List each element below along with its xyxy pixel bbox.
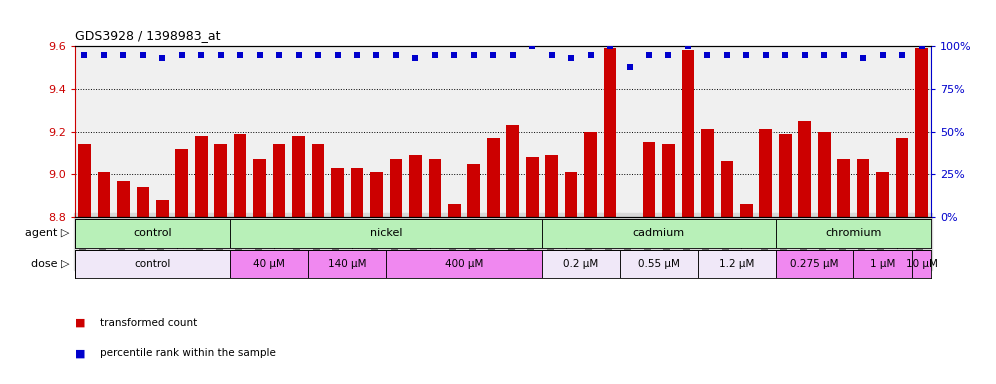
Bar [895,138,908,217]
Text: 0.2 μM: 0.2 μM [563,259,599,269]
Bar [214,144,227,217]
Text: control: control [133,228,172,238]
Bar [642,142,655,217]
Bar [409,155,421,217]
Bar [697,250,776,278]
Text: GDS3928 / 1398983_at: GDS3928 / 1398983_at [75,29,220,42]
Bar [701,129,714,217]
Text: 140 μM: 140 μM [328,259,367,269]
Text: control: control [134,259,170,269]
Bar [292,136,305,217]
Bar [542,219,776,248]
Bar [230,219,542,248]
Bar [351,168,364,217]
Text: transformed count: transformed count [100,318,197,328]
Bar [389,159,402,217]
Bar [838,159,850,217]
Bar [857,159,870,217]
Bar [720,161,733,217]
Bar [195,136,207,217]
Bar [620,250,697,278]
Text: percentile rank within the sample: percentile rank within the sample [100,348,276,358]
Bar [546,155,558,217]
Text: ■: ■ [75,318,86,328]
Bar [230,250,309,278]
Text: ■: ■ [75,348,86,358]
Bar [854,250,911,278]
Bar [585,132,597,217]
Text: 40 μM: 40 μM [253,259,285,269]
Bar [332,168,344,217]
Bar [253,159,266,217]
Bar [662,144,674,217]
Bar [911,250,931,278]
Bar [309,250,386,278]
Bar [78,144,91,217]
Text: 1 μM: 1 μM [870,259,895,269]
Bar [681,50,694,217]
Bar [542,250,620,278]
Bar [386,250,542,278]
Bar [371,172,382,217]
Bar [799,121,811,217]
Bar [118,180,129,217]
Bar [234,134,246,217]
Text: cadmium: cadmium [632,228,685,238]
Bar [506,125,519,217]
Bar [156,200,168,217]
Text: dose ▷: dose ▷ [31,259,70,269]
Bar [448,204,460,217]
Bar [818,132,831,217]
Bar [467,164,480,217]
Bar [776,250,854,278]
Bar [779,134,792,217]
Text: 0.275 μM: 0.275 μM [790,259,839,269]
Bar [75,219,230,248]
Bar [75,250,230,278]
Bar [175,149,188,217]
Bar [776,219,931,248]
Bar [740,204,753,217]
Bar [915,48,928,217]
Bar [760,129,772,217]
Bar [273,144,286,217]
Text: 1.2 μM: 1.2 μM [719,259,754,269]
Text: 10 μM: 10 μM [905,259,937,269]
Bar [565,172,578,217]
Bar [876,172,888,217]
Text: 0.55 μM: 0.55 μM [637,259,679,269]
Bar [136,187,149,217]
Bar [98,172,111,217]
Text: 400 μM: 400 μM [445,259,483,269]
Bar [487,138,500,217]
Text: nickel: nickel [370,228,402,238]
Bar [312,144,325,217]
Text: chromium: chromium [826,228,881,238]
Text: agent ▷: agent ▷ [25,228,70,238]
Bar [428,159,441,217]
Bar [526,157,539,217]
Bar [604,48,617,217]
